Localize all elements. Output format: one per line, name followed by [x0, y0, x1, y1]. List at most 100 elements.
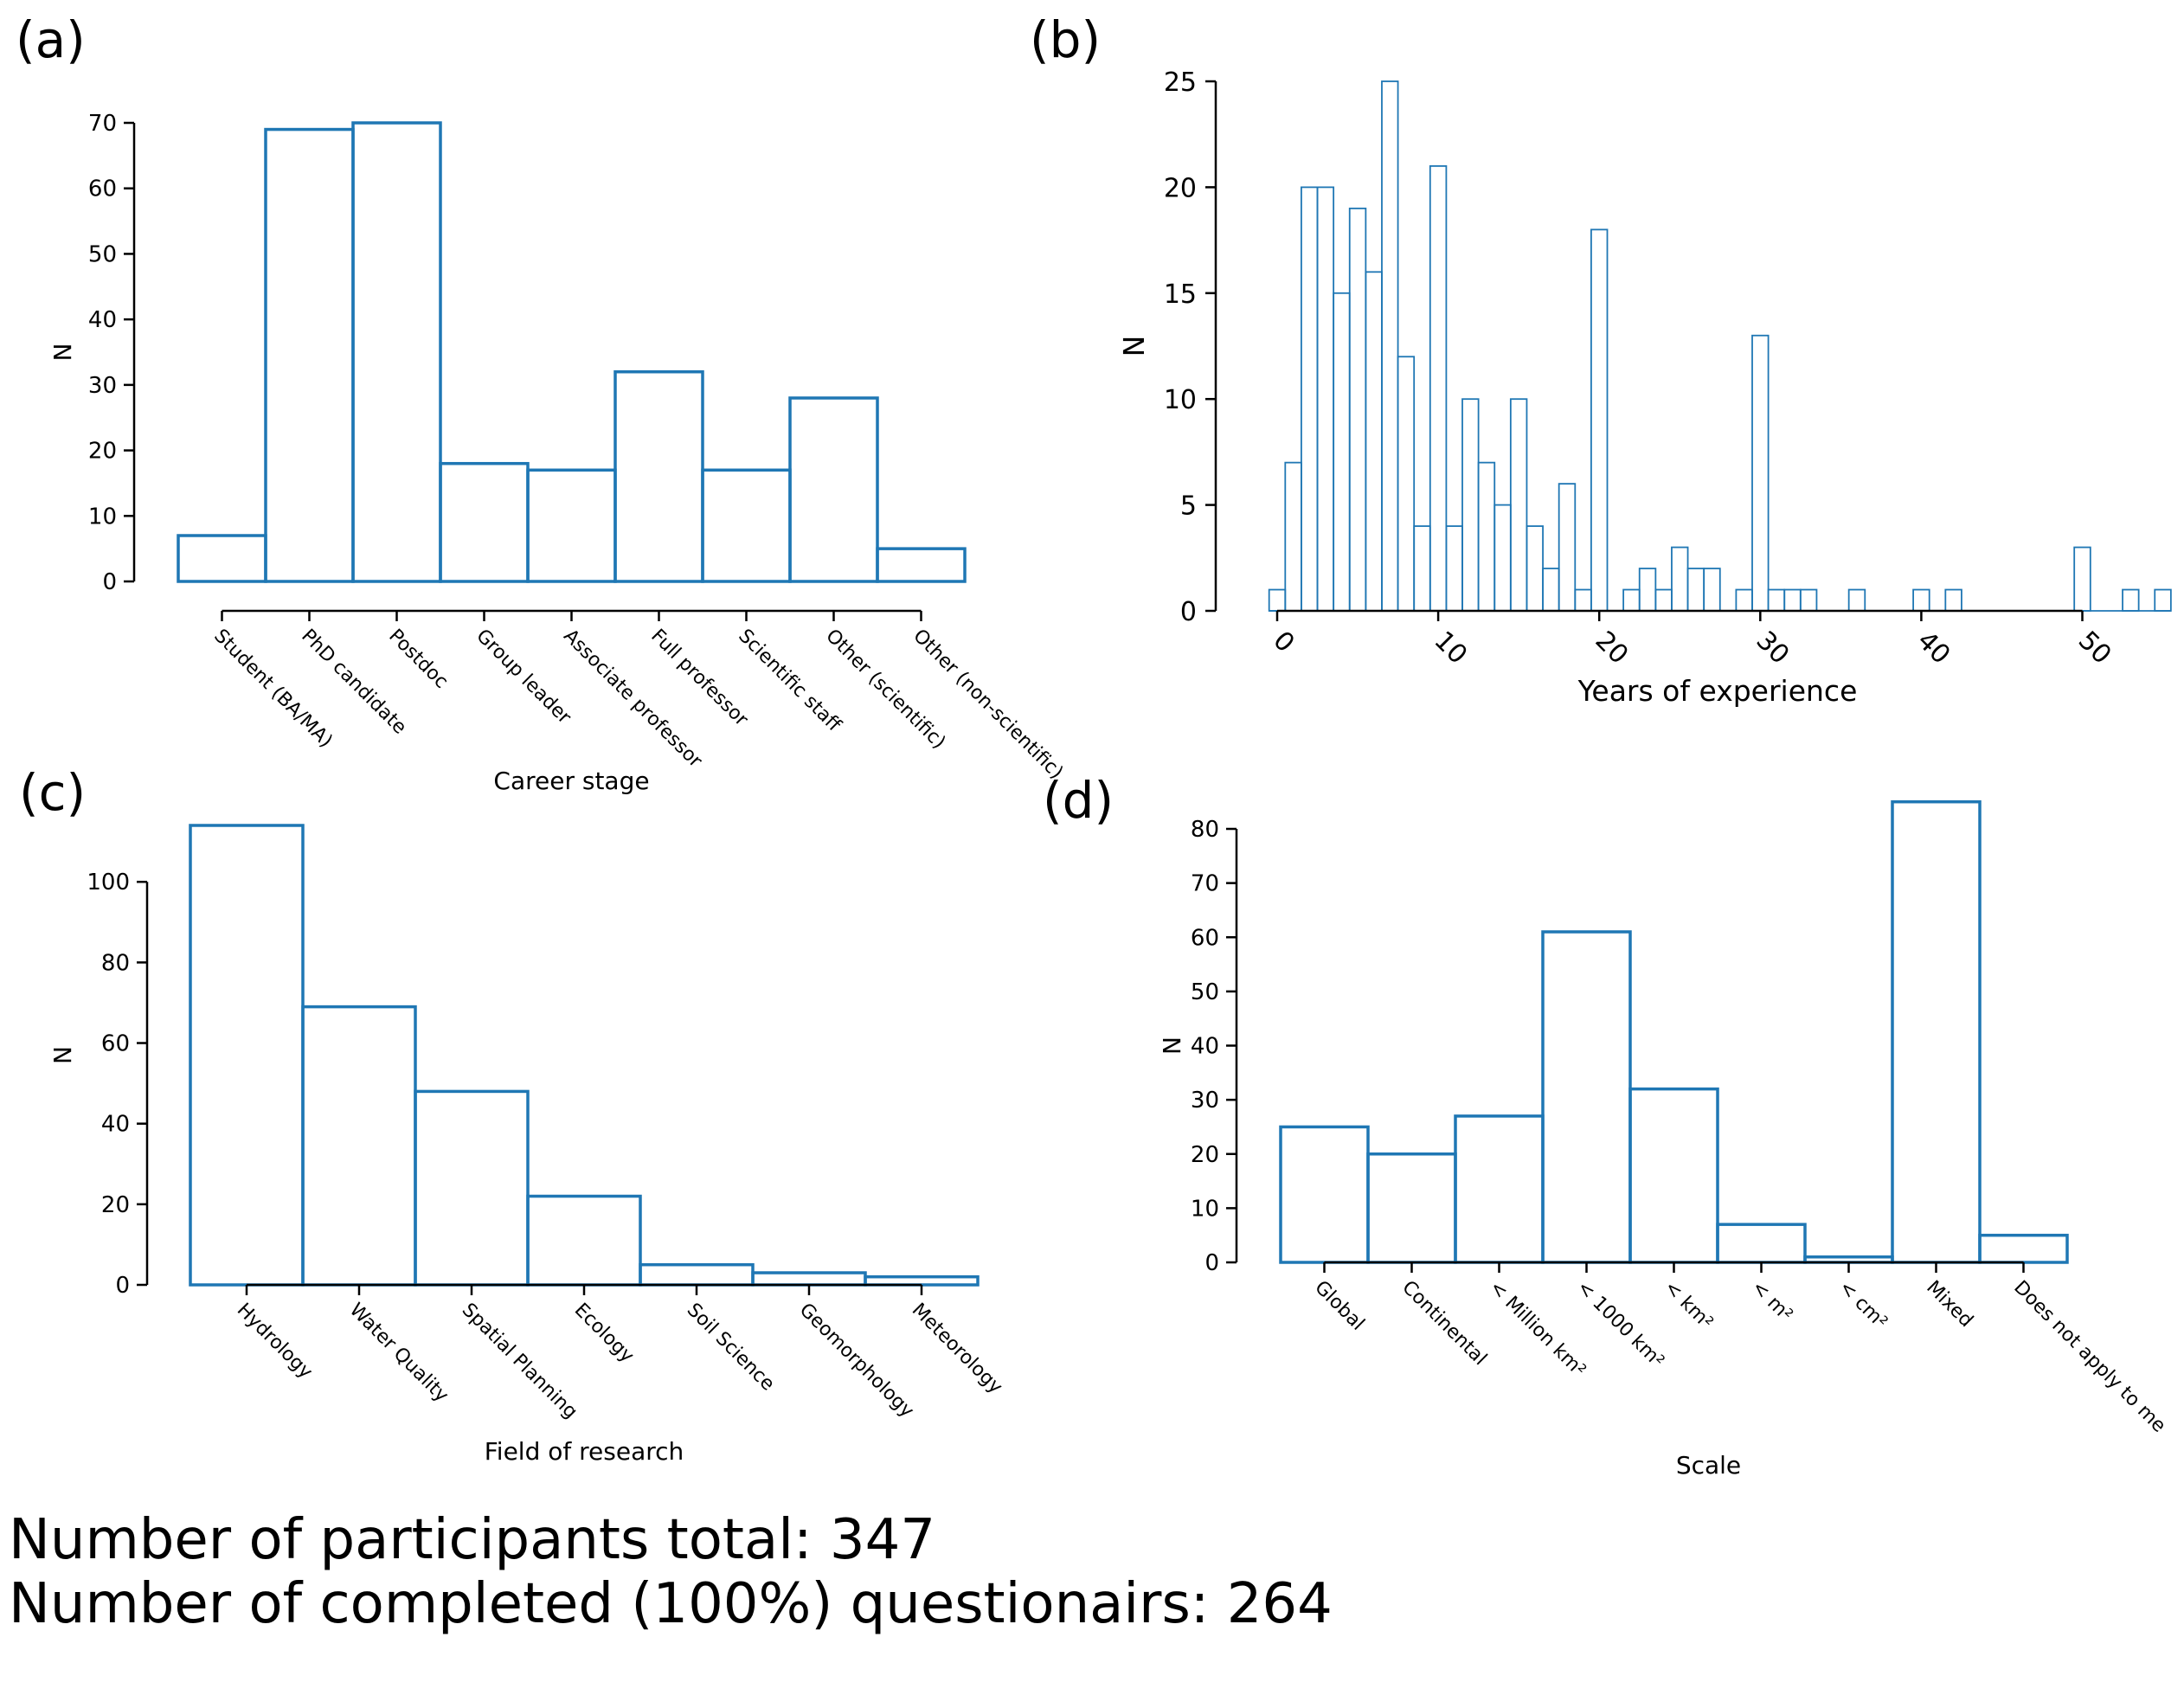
histogram-bar — [2073, 546, 2091, 612]
bar — [864, 1274, 980, 1287]
bar — [788, 396, 879, 583]
y-tick-label: 0 — [102, 569, 117, 595]
chart-c: 0 20 40 60 80 100 Hydrology Water Quality Spatia… — [48, 824, 1006, 1466]
x-tick-label: Postdoc — [384, 626, 452, 693]
histogram-bar — [1542, 568, 1560, 612]
panel-label-b: (b) — [1030, 10, 1101, 69]
y-tick-label: 20 — [1164, 173, 1197, 203]
bar — [414, 1089, 530, 1287]
histogram-bar — [1445, 525, 1463, 612]
x-tick-label: Does not apply to me — [2009, 1277, 2169, 1437]
y-tick-label: 15 — [1164, 279, 1197, 310]
y-tick-label: 50 — [1191, 979, 1219, 1005]
y-tick-label: 25 — [1164, 67, 1197, 98]
histogram-bar — [1348, 207, 1367, 612]
x-tick-label: Continental — [1397, 1277, 1491, 1371]
y-tick-label: 80 — [101, 950, 130, 976]
histogram-bar — [1767, 588, 1786, 612]
panel-label-d: (d) — [1043, 771, 1114, 830]
bar — [1628, 1087, 1719, 1264]
x-tick-label: Meteorology — [908, 1300, 1006, 1398]
histogram-bar — [1703, 568, 1721, 612]
completed-questionnaires-text: Number of completed (100%) questionairs:… — [9, 1572, 1333, 1636]
histogram-bar — [1493, 504, 1512, 612]
histogram-bar — [1461, 398, 1480, 612]
histogram-bar — [1268, 588, 1287, 612]
histogram-bar — [1638, 568, 1657, 612]
x-tick-label: 20 — [1590, 626, 1635, 671]
y-tick-label: 40 — [1191, 1034, 1219, 1060]
panel-label-a: (a) — [16, 10, 86, 69]
x-axis-label: Field of research — [485, 1437, 684, 1466]
bar — [177, 534, 267, 583]
x-tick-label: 50 — [2072, 626, 2117, 671]
y-tick-label: 40 — [101, 1112, 130, 1138]
y-tick-label: 60 — [1191, 925, 1219, 951]
histogram-bar — [1654, 588, 1673, 612]
x-axis-label: Years of experience — [1577, 674, 1858, 708]
x-tick-label: Geomorphology — [795, 1300, 918, 1422]
bar — [1366, 1152, 1457, 1264]
bar — [1891, 799, 1982, 1264]
x-tick-label: 40 — [1911, 626, 1956, 671]
bar — [439, 461, 530, 583]
y-tick-label: 5 — [1180, 491, 1197, 522]
y-tick-label: 30 — [1191, 1088, 1219, 1114]
participants-total-text: Number of participants total: 347 — [9, 1508, 936, 1572]
histogram-bar — [1333, 292, 1351, 612]
bar — [1279, 1125, 1370, 1264]
histogram-bar — [1783, 588, 1802, 612]
bar — [1716, 1223, 1807, 1264]
bar — [639, 1262, 755, 1287]
bar — [351, 121, 442, 583]
histogram-bar — [1301, 186, 1319, 612]
histogram-bar — [1397, 356, 1416, 612]
x-axis-label: Career stage — [493, 767, 649, 795]
x-tick-label: Soil Science — [683, 1300, 779, 1396]
y-axis-label: N — [1117, 336, 1151, 357]
histogram-bar — [1735, 588, 1753, 612]
x-tick-label: Other (non-scientific) — [909, 626, 1067, 784]
bar — [301, 1005, 417, 1287]
histogram-bar — [2154, 588, 2172, 612]
y-tick-label: 70 — [88, 111, 117, 137]
y-tick-label: 10 — [1164, 385, 1197, 415]
x-tick-label: Spatial Planning — [458, 1300, 581, 1423]
bar — [701, 468, 792, 583]
histogram-bar — [1751, 334, 1770, 612]
x-tick-label: Hydrology — [233, 1300, 317, 1383]
histogram-bar — [1574, 588, 1592, 612]
x-tick-label: Ecology — [570, 1300, 638, 1367]
histogram-bar — [1799, 588, 1818, 612]
y-tick-label: 100 — [87, 870, 130, 896]
bar — [751, 1271, 867, 1287]
x-tick-label: 30 — [1750, 626, 1795, 671]
histogram-bar — [1912, 588, 1930, 612]
histogram-bar — [1590, 228, 1609, 612]
x-tick-label: Mixed — [1922, 1277, 1977, 1332]
histogram-bar — [1686, 568, 1705, 612]
y-tick-label: 20 — [101, 1192, 130, 1218]
y-tick-label: 60 — [88, 177, 117, 202]
x-tick-label: < m² — [1747, 1277, 1796, 1326]
y-tick-label: 60 — [101, 1031, 130, 1057]
y-axis-label: N — [48, 1046, 77, 1064]
x-tick-label: 10 — [1428, 626, 1473, 671]
histogram-bar — [1429, 165, 1448, 612]
x-tick-label: 0 — [1267, 626, 1300, 658]
y-tick-label: 40 — [88, 307, 117, 333]
bar — [1541, 930, 1632, 1264]
bar — [526, 468, 617, 583]
y-tick-label: 10 — [1191, 1196, 1219, 1222]
panel-label-c: (c) — [19, 763, 86, 822]
bar — [264, 127, 355, 583]
histogram-bar — [1622, 588, 1641, 612]
bar — [1454, 1114, 1545, 1264]
y-tick-label: 80 — [1191, 817, 1219, 843]
x-tick-label: < km² — [1660, 1277, 1717, 1334]
histogram-bar — [1284, 461, 1302, 612]
histogram-bar — [1316, 186, 1335, 612]
bar — [1978, 1233, 2069, 1264]
